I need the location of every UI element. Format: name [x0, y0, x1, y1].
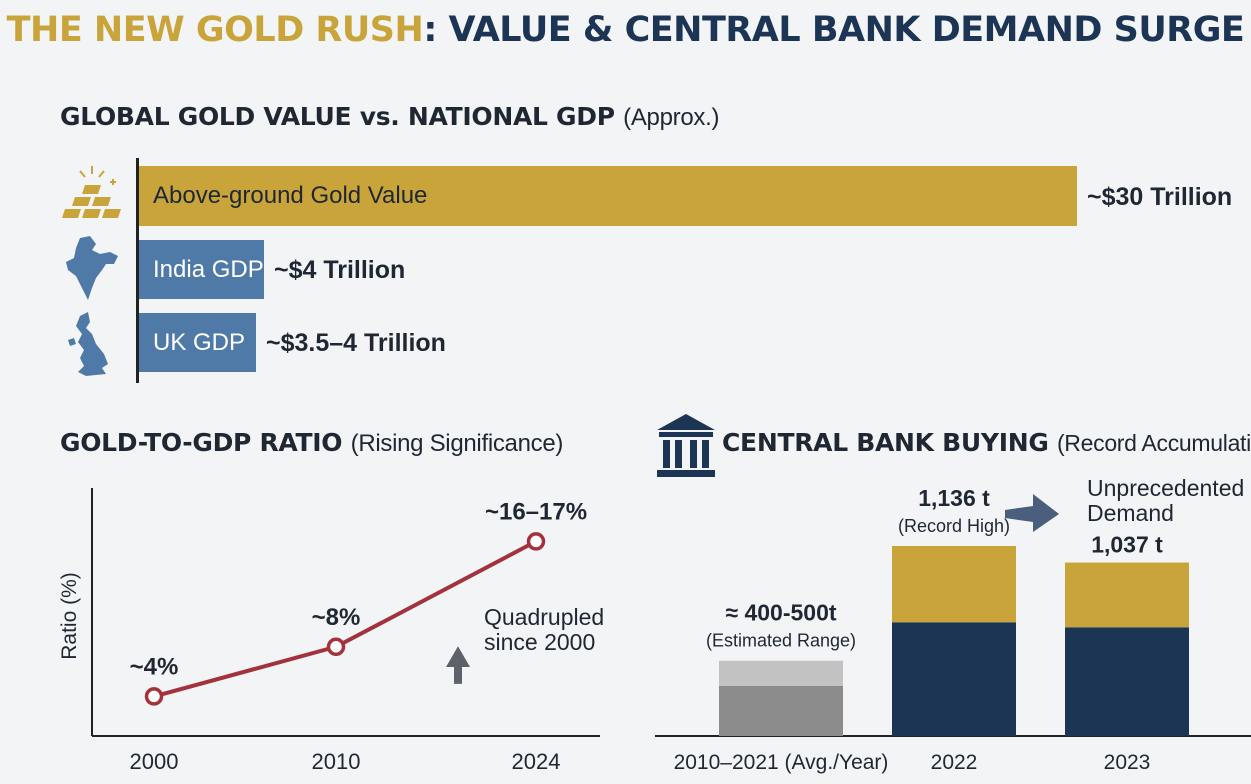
gold-bars-icon — [58, 162, 128, 227]
bar-label-india-gdp: India GDP — [153, 255, 264, 283]
ratio-annotation-line2: since 2000 — [484, 629, 595, 655]
bank-annotation-line2: Demand — [1087, 500, 1174, 526]
bar-value-uk: ~$3.5–4 Trillion — [266, 329, 446, 357]
stack-x-tick-2: 2023 — [1104, 751, 1151, 774]
main-title-rest: : VALUE & CENTRAL BANK DEMAND SURGE — [423, 10, 1245, 50]
central-bank-stacked-chart: ≈ 400-500t (Estimated Range) 2010–2021 (Av… — [655, 475, 1251, 774]
stack-bar-upper-1 — [892, 546, 1016, 623]
bank-section-subtitle: (Record Accumulation) — [1056, 430, 1251, 456]
ratio-point-label-2010: ~8% — [312, 604, 361, 631]
india-map-icon — [62, 234, 122, 309]
stack-bar-lower-2 — [1065, 627, 1189, 736]
bank-annotation-line1: Unprecedented — [1087, 475, 1244, 501]
bar-uk-gdp: UK GDP — [139, 313, 256, 372]
ratio-x-tick-2000: 2000 — [130, 749, 179, 774]
stack-sub-label-1: (Record High) — [898, 516, 1010, 536]
ratio-point-2000 — [144, 687, 164, 706]
bank-building-icon — [655, 412, 717, 485]
stack-sub-label-0: (Estimated Range) — [706, 631, 856, 651]
stack-bar-lower-1 — [892, 622, 1016, 736]
ratio-x-tick-2010: 2010 — [312, 749, 361, 774]
ratio-point-2024 — [526, 532, 546, 551]
bar-label-uk-gdp: UK GDP — [153, 328, 246, 356]
stack-x-tick-1: 2022 — [931, 751, 978, 774]
gdp-section-subtitle: (Approx.) — [623, 104, 720, 131]
ratio-section-title: GOLD-TO-GDP RATIO (Rising Significance) — [60, 428, 563, 458]
stack-value-label-0: ≈ 400-500t — [725, 600, 836, 626]
stack-bar-lower-0 — [719, 685, 843, 736]
stack-bar-upper-2 — [1065, 562, 1189, 628]
gdp-section-heading: GLOBAL GOLD VALUE vs. NATIONAL GDP — [60, 102, 615, 131]
ratio-x-tick-2024: 2024 — [512, 749, 561, 774]
ratio-section-heading: GOLD-TO-GDP RATIO — [60, 428, 343, 457]
up-arrow-icon — [446, 646, 470, 684]
stack-value-label-1: 1,136 t — [918, 485, 990, 511]
main-title-gold: THE NEW GOLD RUSH — [6, 10, 424, 50]
uk-map-icon — [66, 310, 116, 385]
ratio-point-label-2024: ~16–17% — [485, 498, 587, 525]
ratio-section-subtitle: (Rising Significance) — [350, 430, 564, 457]
ratio-annotation-line1: Quadrupled — [484, 604, 604, 630]
bar-value-gold: ~$30 Trillion — [1087, 183, 1233, 211]
gdp-section-title: GLOBAL GOLD VALUE vs. NATIONAL GDP (Appr… — [60, 102, 719, 132]
gold-to-gdp-line-chart: Ratio (%) ~4% 2000 ~8% 2010 ~16–17% 2024 Quad… — [58, 488, 604, 774]
stack-bar-upper-0 — [719, 660, 843, 686]
bank-section-heading: CENTRAL BANK BUYING — [722, 428, 1049, 457]
main-title: THE NEW GOLD RUSH: VALUE & CENTRAL BANK … — [0, 10, 1251, 50]
bank-section-title: CENTRAL BANK BUYING (Record Accumulation… — [722, 428, 1251, 457]
bar-gold-value: Above-ground Gold Value — [139, 166, 1077, 226]
ratio-point-2010 — [326, 637, 346, 657]
bar-chart-axis — [136, 158, 139, 383]
bar-label-gold-value: Above-ground Gold Value — [153, 182, 428, 209]
line-chart-ylabel: Ratio (%) — [58, 572, 81, 660]
stack-value-label-2: 1,037 t — [1091, 532, 1163, 558]
bar-india-gdp: India GDP — [139, 240, 264, 299]
right-arrow-icon — [1005, 494, 1059, 532]
bar-value-india: ~$4 Trillion — [274, 256, 406, 284]
ratio-point-label-2000: ~4% — [130, 653, 179, 680]
stack-x-tick-0: 2010–2021 (Avg./Year) — [674, 751, 889, 774]
